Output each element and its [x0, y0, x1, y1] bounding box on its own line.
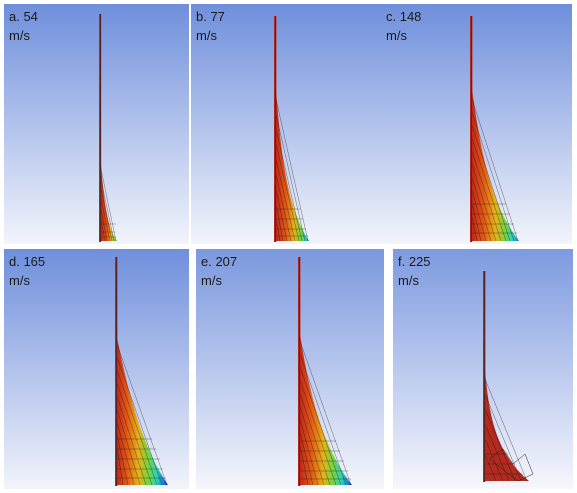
speed-label: f. 225 m/s: [398, 254, 431, 288]
panel-e: e. 207 m/s: [196, 249, 384, 489]
panel-b: b. 77 m/s: [191, 4, 381, 244]
plot-e: [196, 249, 384, 489]
speed-label: b. 77 m/s: [196, 9, 225, 43]
plot-b: [191, 4, 381, 244]
panel-f: f. 225 m/s: [393, 249, 573, 489]
plot-a: [4, 4, 189, 244]
plot-c: [381, 4, 572, 244]
speed-label: d. 165 m/s: [9, 254, 46, 288]
panel-a: a. 54 m/s: [4, 4, 189, 244]
plot-d: [4, 249, 189, 489]
speed-label: c. 148 m/s: [386, 9, 422, 43]
panel-d: d. 165 m/s: [4, 249, 189, 489]
speed-label: a. 54 m/s: [9, 9, 38, 43]
plot-f: [393, 249, 573, 489]
panel-c: c. 148 m/s: [381, 4, 572, 244]
speed-label: e. 207 m/s: [201, 254, 238, 288]
